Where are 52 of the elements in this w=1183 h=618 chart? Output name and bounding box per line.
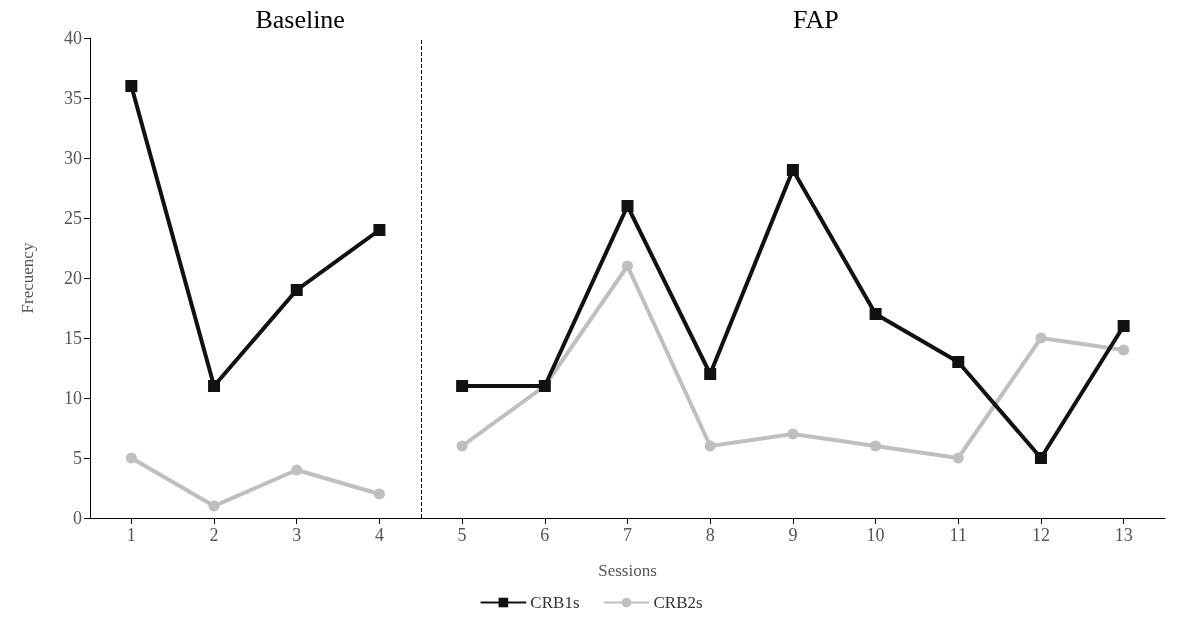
y-tick-label: 5	[73, 448, 82, 468]
point	[952, 356, 965, 368]
x-tick-label: 7	[623, 525, 632, 545]
point	[456, 380, 469, 392]
point	[621, 200, 634, 212]
x-tick-label: 2	[209, 525, 219, 545]
point	[373, 488, 385, 500]
point	[787, 428, 799, 440]
point	[208, 380, 221, 392]
y-tick-label: 40	[64, 28, 82, 48]
point	[704, 440, 716, 452]
point	[704, 368, 717, 380]
point	[125, 452, 137, 464]
point	[952, 452, 964, 464]
y-tick-label: 0	[73, 508, 82, 528]
text: FAP	[792, 4, 839, 34]
y-tick-label: 25	[64, 208, 82, 228]
y-tick-label: 15	[64, 328, 82, 348]
x-tick-label: 8	[705, 525, 715, 545]
point	[870, 440, 882, 452]
x-axis-title: Sessions	[598, 561, 657, 580]
point	[373, 224, 386, 236]
text: Baseline	[255, 4, 345, 34]
x-tick-label: 4	[374, 525, 384, 545]
x-tick-label: 13	[1114, 525, 1133, 545]
x-tick-label: 12	[1031, 525, 1050, 545]
x-tick-label: 5	[457, 525, 467, 545]
x-tick-label: 11	[949, 525, 967, 545]
x-tick-label: 10	[866, 525, 885, 545]
x-tick-label: 1	[126, 525, 136, 545]
legend-label: CRB1s	[530, 593, 580, 612]
point	[869, 308, 882, 320]
x-tick-label: 3	[292, 525, 302, 545]
point	[291, 464, 303, 476]
y-axis-title: Frecuency	[18, 242, 37, 314]
point	[1035, 332, 1047, 344]
point	[1117, 320, 1130, 332]
y-tick-label: 10	[64, 388, 82, 408]
point	[456, 440, 468, 452]
y-tick-label: 20	[64, 268, 82, 288]
y-tick-label: 30	[64, 148, 82, 168]
point	[622, 260, 633, 272]
point	[786, 164, 799, 176]
x-tick-label: 9	[788, 525, 798, 545]
point	[125, 80, 138, 92]
legend-label: CRB2s	[653, 593, 703, 612]
y-tick-label: 35	[64, 88, 82, 108]
point	[1034, 452, 1047, 464]
x-tick-label: 6	[540, 525, 550, 545]
point	[1118, 344, 1130, 356]
point	[290, 284, 303, 296]
point	[208, 500, 220, 512]
